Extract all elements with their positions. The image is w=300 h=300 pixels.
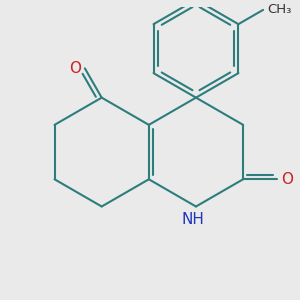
Text: NH: NH [182, 212, 205, 227]
Text: CH₃: CH₃ [267, 3, 292, 16]
Text: O: O [69, 61, 81, 76]
Text: O: O [281, 172, 293, 187]
